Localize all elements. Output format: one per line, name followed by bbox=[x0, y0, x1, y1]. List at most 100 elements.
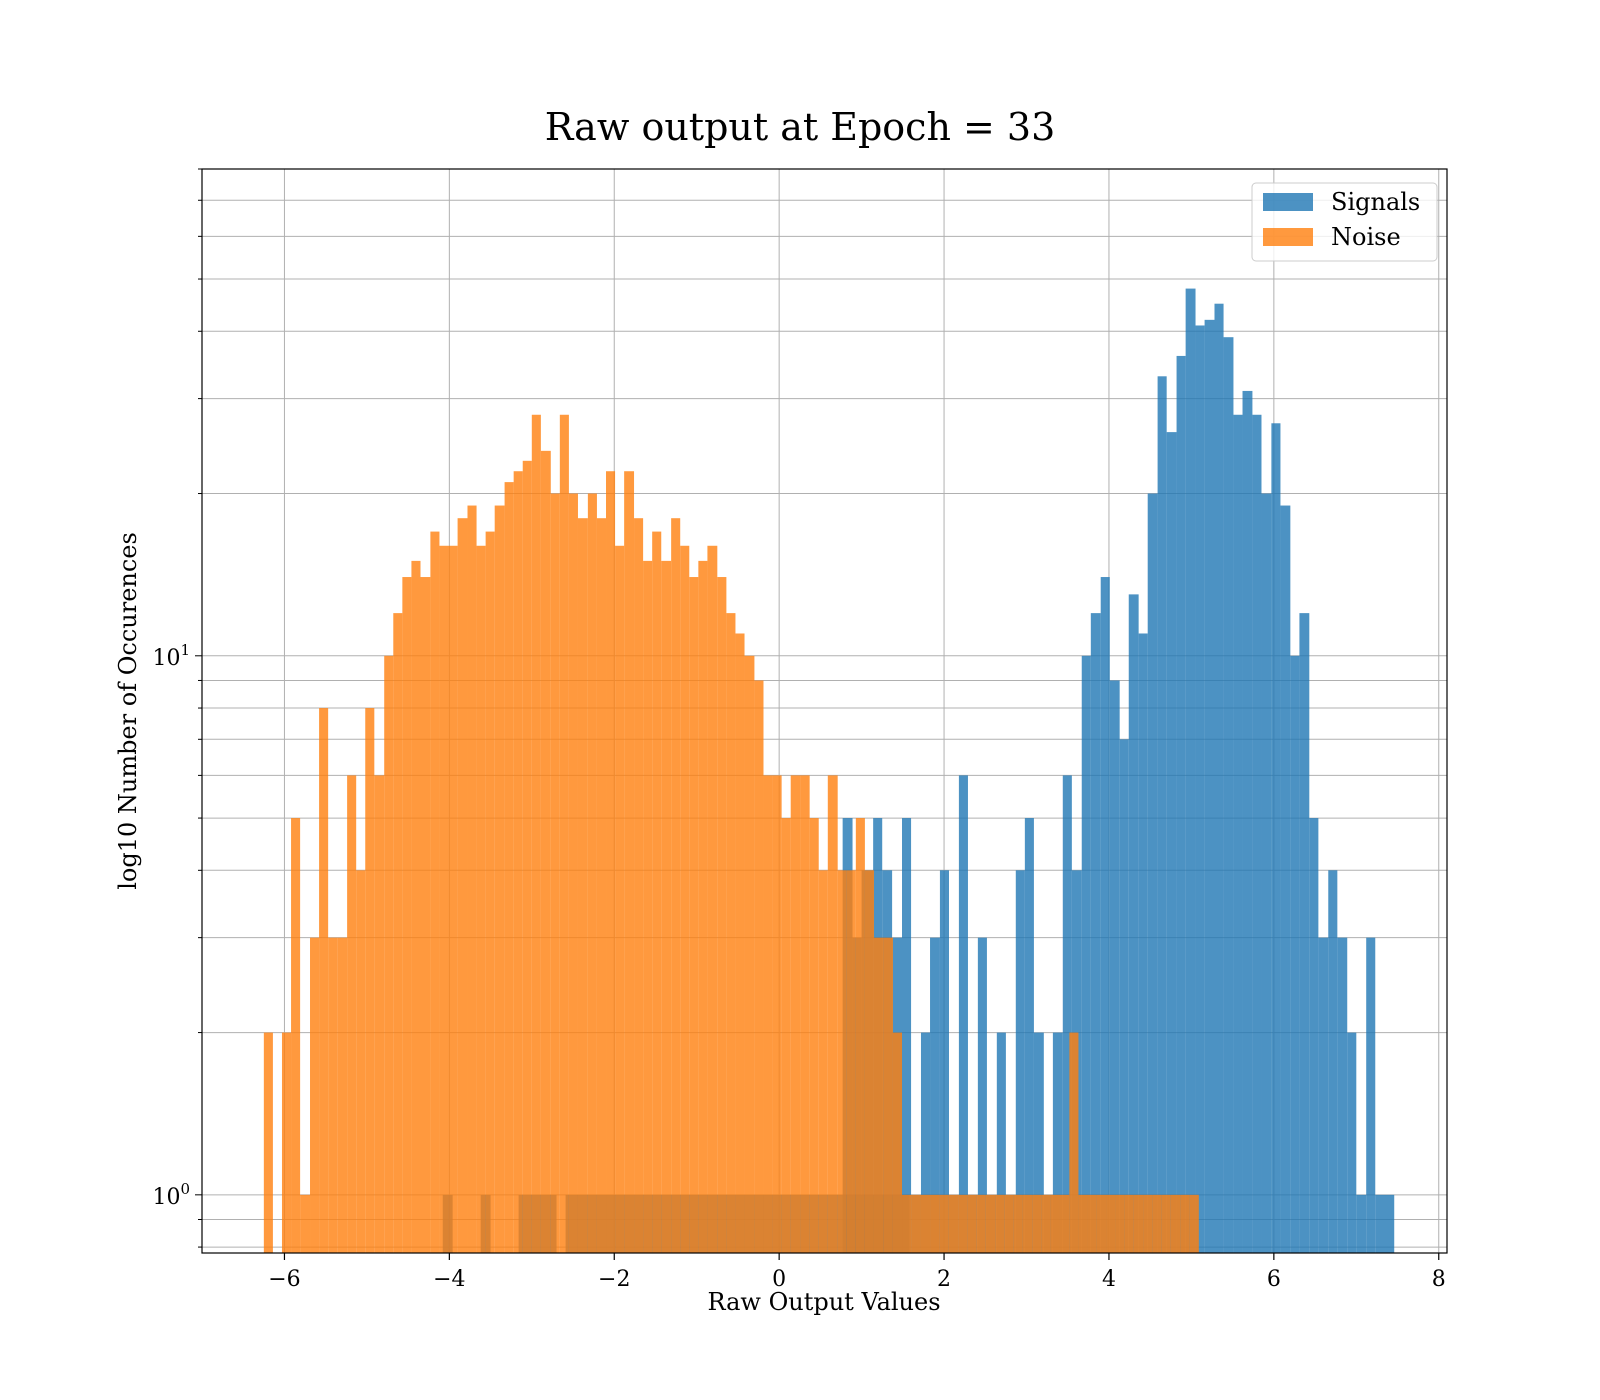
noise-bar bbox=[1032, 1194, 1042, 1253]
noise-bar bbox=[310, 937, 320, 1253]
noise-bar bbox=[1059, 1194, 1070, 1253]
noise-bar bbox=[744, 655, 755, 1253]
noise-bar bbox=[1050, 1194, 1060, 1253]
noise-bar bbox=[319, 708, 329, 1253]
noise-bar bbox=[504, 482, 514, 1253]
signals-bar bbox=[920, 1032, 931, 1253]
signals-bar bbox=[1204, 319, 1215, 1253]
legend-label-noise: Noise bbox=[1331, 223, 1401, 251]
noise-bar bbox=[680, 545, 690, 1253]
noise-bar bbox=[837, 870, 847, 1253]
noise-bar bbox=[995, 1194, 1005, 1253]
signals-bar bbox=[1328, 870, 1338, 1253]
signals-bar bbox=[1109, 680, 1120, 1253]
noise-bar bbox=[976, 1194, 986, 1253]
noise-bar bbox=[883, 937, 893, 1253]
x-axis-label: Raw Output Values bbox=[707, 1288, 940, 1316]
series-noise bbox=[263, 414, 1199, 1254]
signals-bar bbox=[1033, 1032, 1044, 1253]
signals-bar bbox=[1375, 1194, 1395, 1253]
y-tick-label: 101 bbox=[152, 641, 190, 671]
noise-bar bbox=[411, 560, 421, 1253]
x-tick-label: −2 bbox=[598, 1267, 630, 1292]
noise-bar bbox=[735, 633, 745, 1253]
signals-bar bbox=[1223, 337, 1234, 1253]
noise-bar bbox=[781, 818, 791, 1253]
noise-bar bbox=[393, 613, 403, 1253]
noise-bar bbox=[892, 1032, 903, 1253]
signals-bar bbox=[1176, 355, 1186, 1253]
noise-bar bbox=[920, 1194, 931, 1253]
noise-bar bbox=[790, 775, 801, 1253]
noise-bar bbox=[624, 471, 635, 1253]
noise-bar bbox=[1106, 1194, 1116, 1253]
signals-bar bbox=[1062, 775, 1072, 1253]
signals-bar bbox=[930, 937, 940, 1253]
noise-bar bbox=[902, 1194, 912, 1253]
noise-bar bbox=[1069, 1032, 1079, 1253]
noise-bar bbox=[873, 937, 884, 1253]
noise-bar bbox=[939, 1194, 949, 1253]
noise-bar bbox=[1096, 1194, 1107, 1253]
x-tick-label: 4 bbox=[1102, 1267, 1116, 1292]
noise-bar bbox=[800, 775, 810, 1253]
noise-bar bbox=[291, 818, 301, 1253]
signals-bar bbox=[1119, 739, 1129, 1253]
y-tick-label: 100 bbox=[152, 1180, 190, 1210]
x-tick-label: 2 bbox=[937, 1267, 951, 1292]
noise-bar bbox=[855, 818, 865, 1253]
noise-bar bbox=[365, 708, 375, 1253]
signals-bar bbox=[1128, 594, 1139, 1253]
noise-bar bbox=[1180, 1194, 1190, 1253]
noise-bar bbox=[337, 937, 348, 1253]
signals-bar bbox=[1299, 613, 1310, 1253]
noise-bar bbox=[967, 1194, 977, 1253]
noise-bar bbox=[402, 577, 412, 1253]
noise-bar bbox=[281, 1032, 292, 1253]
noise-bar bbox=[531, 414, 541, 1253]
noise-bar bbox=[930, 1194, 940, 1253]
noise-bar bbox=[763, 775, 773, 1253]
noise-bar bbox=[707, 545, 718, 1253]
noise-bar bbox=[615, 545, 625, 1253]
signals-bar bbox=[1185, 288, 1196, 1253]
signals-bar bbox=[1081, 655, 1091, 1253]
noise-bar bbox=[513, 471, 523, 1253]
noise-bar bbox=[661, 560, 672, 1253]
noise-bar bbox=[577, 518, 588, 1253]
signals-bar bbox=[977, 937, 987, 1253]
noise-bar bbox=[300, 1194, 311, 1253]
signals-bar bbox=[996, 1032, 1006, 1253]
noise-bar bbox=[347, 775, 357, 1253]
noise-bar bbox=[476, 545, 486, 1253]
noise-bar bbox=[384, 655, 394, 1253]
noise-bar bbox=[596, 518, 607, 1253]
noise-bar bbox=[1041, 1194, 1051, 1253]
noise-bar bbox=[818, 870, 828, 1253]
noise-bar bbox=[1124, 1194, 1134, 1253]
signals-bar bbox=[1024, 818, 1034, 1253]
signals-bar bbox=[1090, 613, 1101, 1253]
noise-bar bbox=[1143, 1194, 1153, 1253]
signals-bar bbox=[1233, 414, 1243, 1253]
noise-bar bbox=[1087, 1194, 1097, 1253]
noise-bar bbox=[1013, 1194, 1023, 1253]
noise-bar bbox=[1115, 1194, 1125, 1253]
noise-bar bbox=[522, 460, 532, 1254]
noise-bar bbox=[540, 450, 551, 1254]
signals-bar bbox=[1366, 937, 1376, 1253]
signals-bar bbox=[1157, 376, 1167, 1253]
signals-bar bbox=[1280, 505, 1291, 1253]
signals-bar bbox=[902, 818, 912, 1253]
noise-bar bbox=[263, 1032, 273, 1253]
signals-bar bbox=[1147, 493, 1158, 1253]
signals-bar bbox=[1271, 423, 1281, 1253]
noise-bar bbox=[1189, 1194, 1199, 1253]
signals-bar bbox=[958, 775, 968, 1253]
signals-bar bbox=[1347, 1032, 1357, 1253]
noise-bar bbox=[550, 493, 560, 1253]
noise-bar bbox=[689, 577, 699, 1253]
signals-bar bbox=[1261, 493, 1272, 1253]
noise-bar bbox=[827, 775, 838, 1253]
